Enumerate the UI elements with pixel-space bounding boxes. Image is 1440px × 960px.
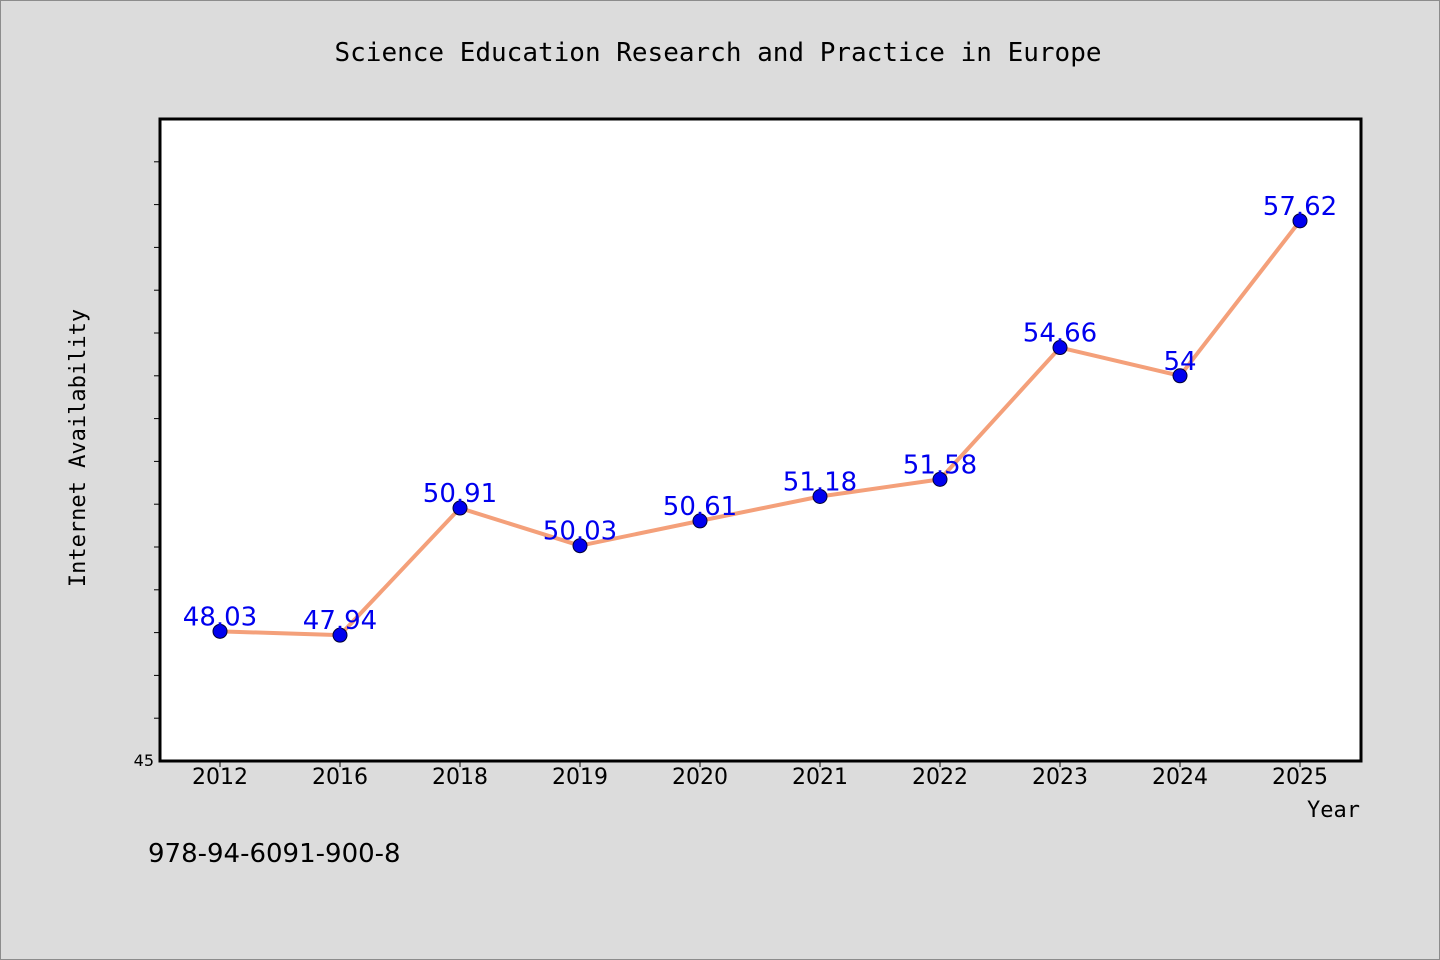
x-axis-label: Year	[1307, 798, 1360, 823]
x-tick-label: 2021	[792, 765, 848, 790]
x-tick-label: 2020	[672, 765, 728, 790]
plot-area	[158, 117, 1363, 763]
data-point	[1052, 340, 1068, 356]
footnote-isbn: 978-94-6091-900-8	[148, 839, 401, 869]
data-label: 50.91	[423, 479, 497, 509]
data-label: 54.66	[1023, 319, 1097, 349]
x-tick-label: 2019	[552, 765, 608, 790]
x-axis-ticks	[219, 761, 1301, 767]
data-point	[1172, 368, 1188, 384]
data-label: 54	[1163, 347, 1196, 377]
x-tick-label: 2023	[1032, 765, 1088, 790]
data-point	[1292, 213, 1308, 229]
data-label: 50.03	[543, 517, 617, 547]
x-tick-label: 2022	[912, 765, 968, 790]
data-label: 50.61	[663, 492, 737, 522]
y-axis-ticks	[154, 161, 160, 719]
data-label: 57.62	[1263, 192, 1337, 222]
y-axis-tick-labels: 45	[134, 751, 154, 770]
y-axis-label: Internet Availability	[66, 309, 91, 587]
data-label: 47.94	[303, 606, 377, 636]
x-tick-label: 2025	[1272, 765, 1328, 790]
y-tick-label: 45	[134, 751, 154, 770]
data-point	[332, 627, 348, 643]
data-point	[212, 623, 228, 639]
data-point	[812, 488, 828, 504]
x-tick-label: 2018	[432, 765, 488, 790]
data-point	[572, 538, 588, 554]
data-point	[692, 513, 708, 529]
data-label: 51.18	[783, 467, 857, 497]
x-tick-label: 2016	[312, 765, 368, 790]
data-labels: 48.03 47.94 50.91 50.03 50.61 51.18 51.58 54.66…	[183, 192, 1337, 636]
data-point	[452, 500, 468, 516]
chart-title: Science Education Research and Practice …	[334, 38, 1101, 68]
x-axis-tick-labels: 2012 2016 2018 2019 2020 2021 2022 2023 2024 2025	[192, 765, 1328, 790]
series-markers	[212, 213, 1308, 643]
x-tick-label: 2024	[1152, 765, 1208, 790]
data-point	[932, 471, 948, 487]
series-line	[219, 219, 1302, 638]
x-tick-label: 2012	[192, 765, 248, 790]
data-label: 48.03	[183, 602, 257, 632]
data-label: 51.58	[903, 450, 977, 480]
